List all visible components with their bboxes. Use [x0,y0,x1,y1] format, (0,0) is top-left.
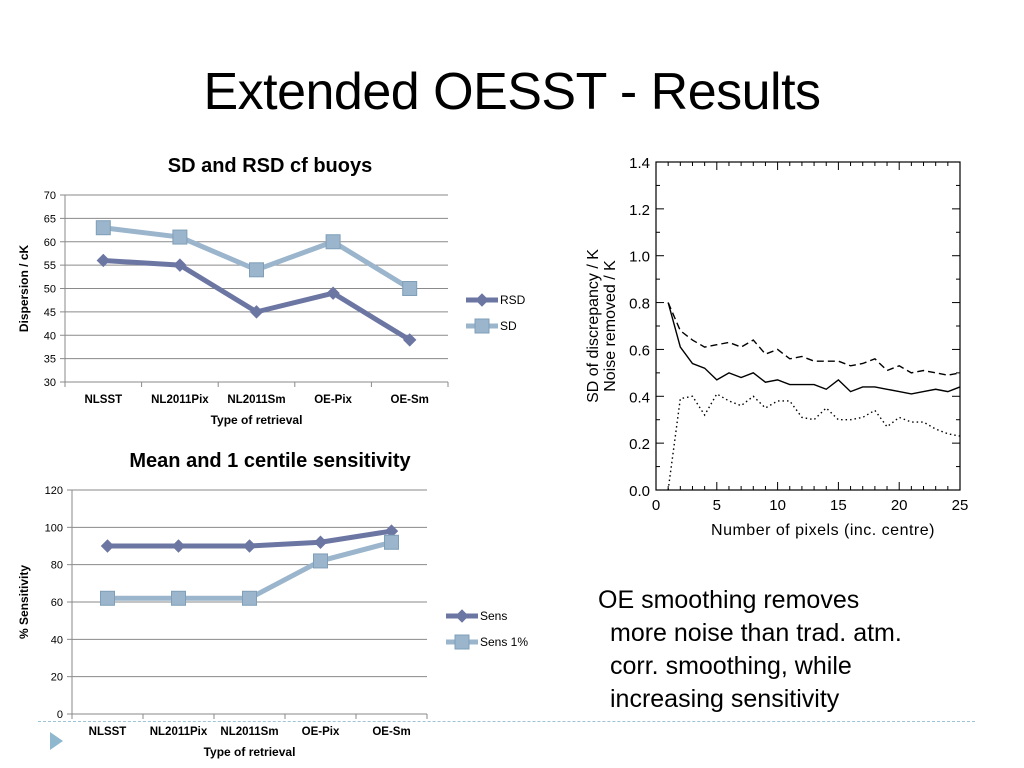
data-point [171,590,186,606]
data-point [249,305,264,319]
sd-rsd-chart: SD and RSD cf buoys 30 35 40 45 50 55 60 65 70 NLS… [17,155,526,427]
x-tick-label: NL2011Sm [220,726,278,738]
slide-title: Extended OESST - Results [203,63,821,121]
x-tick-label: OE-Sm [372,726,410,738]
legend-label: Sens 1% [480,635,528,649]
y-tick-label: 0.2 [629,436,650,453]
legend-marker [454,634,470,650]
caption-line: more noise than trad. atm. [610,619,902,647]
x-tick-label: OE-Pix [314,394,352,406]
chart-title: Mean and 1 centile sensitivity [129,450,411,472]
y-tick-label: 1.0 [629,249,650,266]
y-tick-label: 20 [51,672,63,684]
footer-divider [38,721,975,722]
data-point [325,234,341,250]
x-tick-label: NLSST [84,394,122,406]
chart-title: SD and RSD cf buoys [168,155,372,177]
y-tick-label: 80 [51,560,63,572]
x-tick-label: 10 [769,497,786,514]
data-point [242,539,257,553]
x-tick-label: 0 [652,497,660,514]
data-point [249,262,264,278]
y-tick-label: 120 [45,485,63,497]
series-line-solid [667,302,961,395]
data-point [173,258,187,272]
y-tick-label: 70 [44,190,56,202]
x-tick-label: 5 [713,497,721,514]
y-axis-label: SD of discrepancy / K [585,249,602,403]
caption-line: OE smoothing removes [598,586,860,614]
y-axis-label: Dispersion / cK [17,244,31,332]
y-tick-label: 50 [44,284,56,296]
data-point [313,535,328,549]
legend-label: RSD [500,293,526,307]
noise-chart: 0.0 0.2 0.4 0.6 0.8 1.0 1.2 1.4 0 5 10 15 20 25 Number… [585,155,969,539]
y-tick-label: 40 [44,330,56,342]
series-line-dotted [667,392,961,491]
plot-frame [655,161,961,491]
x-tick-label: NL2011Pix [150,726,208,738]
data-point [100,539,115,553]
x-tick-label: 15 [830,497,847,514]
y-tick-label: 35 [44,354,56,366]
legend-label: SD [500,319,517,333]
x-axis-label: Number of pixels (inc. centre) [711,522,935,539]
play-triangle-icon [50,732,63,750]
sensitivity-chart: Mean and 1 centile sensitivity 0 20 40 60 80 1… [17,450,528,759]
x-tick-label: NL2011Pix [151,394,209,406]
y-tick-label: 100 [45,522,63,534]
y-tick-label: 45 [44,307,56,319]
y-axis-label-secondary: Noise removed / K [602,260,619,392]
legend-label: Sens [480,609,507,623]
caption-line: increasing sensitivity [610,685,840,713]
y-tick-label: 55 [44,260,56,272]
y-tick-label: 0.6 [629,342,650,359]
y-tick-label: 30 [44,377,56,389]
data-point [402,333,417,347]
x-axis-label: Type of retrieval [204,745,296,759]
data-point [171,539,186,553]
data-point [95,220,111,236]
y-tick-label: 60 [44,237,56,249]
legend-marker [455,609,469,623]
data-point [384,534,399,550]
x-tick-label: 20 [891,497,908,514]
data-point [326,286,340,300]
y-tick-label: 65 [44,213,56,225]
y-tick-label: 0.0 [629,483,650,500]
x-tick-label: 25 [952,497,969,514]
data-point [100,590,115,606]
x-tick-label: OE-Pix [302,726,340,738]
caption: OE smoothing removes more noise than tra… [598,584,1008,716]
y-tick-label: 60 [51,597,63,609]
x-axis-label: Type of retrieval [211,413,303,427]
y-tick-label: 0.8 [629,296,650,313]
data-point [172,229,188,245]
data-point [96,253,111,268]
data-point [313,553,328,569]
legend-marker [474,318,490,334]
x-tick-label: OE-Sm [391,394,429,406]
y-axis-label: % Sensitivity [17,565,31,639]
series-line-sd [102,225,412,291]
caption-line: corr. smoothing, while [610,652,852,680]
data-point [242,590,257,606]
y-tick-label: 40 [51,634,63,646]
y-tick-label: 1.4 [629,155,650,172]
y-tick-label: 0.4 [629,389,650,406]
series-line-dashed [667,302,961,376]
y-tick-label: 0 [57,709,63,721]
legend-marker [475,293,489,307]
data-point [402,281,418,296]
x-tick-label: NLSST [89,726,127,738]
y-tick-label: 1.2 [629,202,650,219]
x-tick-label: NL2011Sm [227,394,285,406]
